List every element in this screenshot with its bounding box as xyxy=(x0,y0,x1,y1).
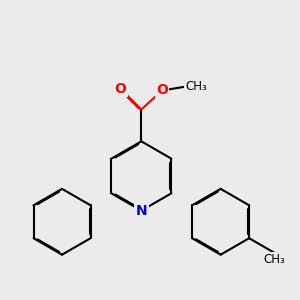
Text: N: N xyxy=(136,204,147,218)
Text: CH₃: CH₃ xyxy=(264,253,286,266)
Text: O: O xyxy=(115,82,127,96)
Text: CH₃: CH₃ xyxy=(185,80,207,94)
Text: O: O xyxy=(156,83,168,98)
